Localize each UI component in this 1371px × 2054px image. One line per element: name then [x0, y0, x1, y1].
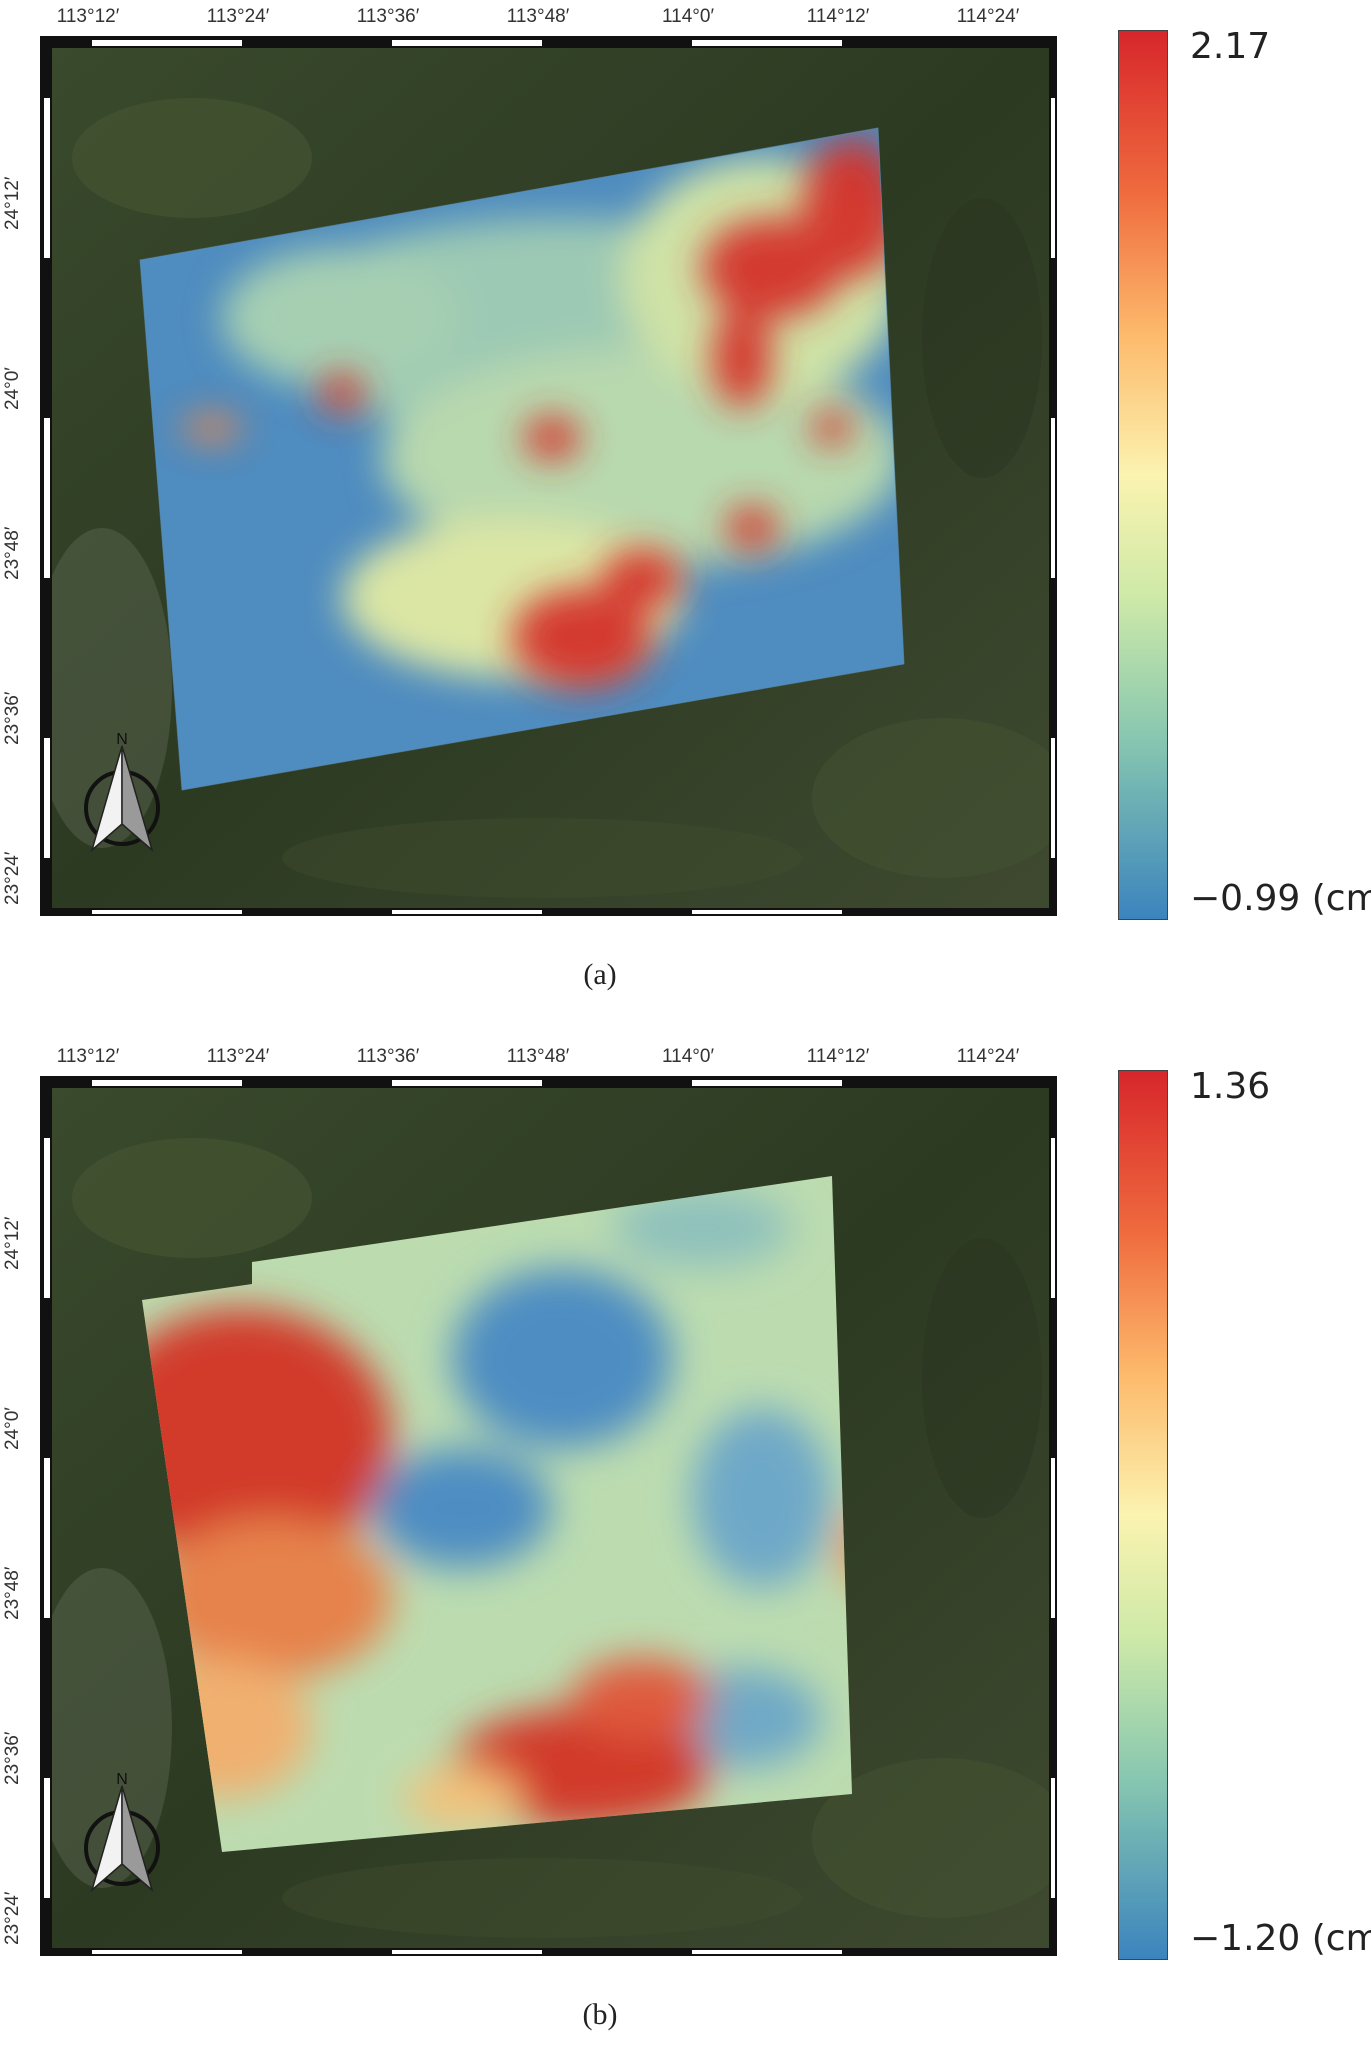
- lat-tick: 24°0′: [2, 367, 23, 410]
- lon-tick: 113°24′: [206, 6, 270, 27]
- map-canvas-a: [42, 38, 1055, 914]
- svg-text:N: N: [116, 1771, 128, 1788]
- lat-tick: 23°48′: [2, 526, 23, 580]
- colorbar-max-label: 2.17: [1190, 26, 1271, 67]
- lat-tick: 23°36′: [2, 1731, 23, 1785]
- colorbar-a: [1118, 30, 1168, 920]
- panel-b: N 113°12′ 113°24′ 113°36′ 113°48′ 114°0′…: [0, 1040, 1371, 2054]
- lat-tick: 23°48′: [2, 1566, 23, 1620]
- lon-tick: 113°48′: [506, 6, 570, 27]
- lon-tick: 114°0′: [661, 6, 715, 27]
- lon-tick: 113°36′: [356, 1046, 420, 1067]
- panel-a: N 113°12′ 113°24′ 113°36′ 113°48′ 114°0′…: [0, 0, 1371, 1000]
- lat-tick: 23°24′: [2, 1891, 23, 1945]
- colorbar-min-label: −0.99 (cm): [1190, 878, 1371, 919]
- lat-tick: 24°12′: [2, 176, 23, 230]
- lon-tick: 114°12′: [806, 6, 870, 27]
- caption-a: (a): [583, 958, 617, 991]
- lon-tick: 114°24′: [956, 6, 1020, 27]
- lon-tick: 114°12′: [806, 1046, 870, 1067]
- north-arrow-icon: N: [84, 731, 160, 853]
- lon-tick: 113°24′: [206, 1046, 270, 1067]
- lat-tick: 24°0′: [2, 1407, 23, 1450]
- colorbar-min-label: −1.20 (cm): [1190, 1918, 1371, 1959]
- map-frame-a: N: [40, 36, 1057, 916]
- lat-tick: 23°24′: [2, 851, 23, 905]
- deformation-footprint-b: [142, 1176, 852, 1852]
- lon-tick: 113°36′: [356, 6, 420, 27]
- deformation-footprint-a: [140, 128, 904, 790]
- lat-tick: 23°36′: [2, 691, 23, 745]
- lon-tick: 114°24′: [956, 1046, 1020, 1067]
- colorbar-b: [1118, 1070, 1168, 1960]
- caption-b: (b): [582, 1998, 618, 2031]
- frame-graticule-b: [42, 1078, 1055, 1954]
- svg-text:N: N: [116, 731, 128, 748]
- lon-tick: 114°0′: [661, 1046, 715, 1067]
- map-frame-b: N: [40, 1076, 1057, 1956]
- map-canvas-b: [42, 1078, 1055, 1954]
- colorbar-max-label: 1.36: [1190, 1066, 1271, 1107]
- north-arrow-icon: N: [84, 1771, 160, 1893]
- frame-graticule-a: [42, 38, 1055, 914]
- lon-tick: 113°12′: [56, 6, 120, 27]
- lon-tick: 113°12′: [56, 1046, 120, 1067]
- lat-tick: 24°12′: [2, 1216, 23, 1270]
- lon-tick: 113°48′: [506, 1046, 570, 1067]
